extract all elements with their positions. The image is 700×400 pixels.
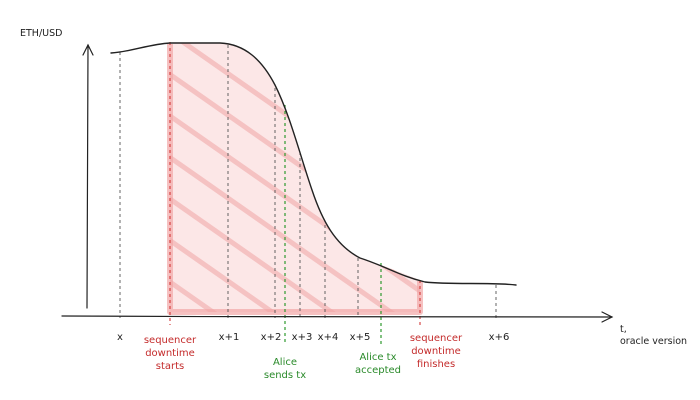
tick-label-x1: x+1 (219, 332, 240, 343)
tick-label-x2: x+2 (261, 332, 282, 343)
annotation-alice-sends: Alice sends tx (264, 357, 306, 381)
sequencer-start-line-1: sequencer (144, 335, 197, 346)
y-axis-arrow (82, 43, 94, 56)
alice-markers (284, 105, 382, 345)
tick-label-x4: x+4 (318, 332, 339, 343)
alice-accepted-line-2: accepted (355, 365, 401, 376)
sequencer-markers (169, 42, 421, 325)
annotation-alice-accepted: Alice tx accepted (355, 352, 401, 376)
sequencer-start-line-2: downtime (145, 348, 195, 359)
annotation-sequencer-start: sequencer downtime starts (144, 335, 197, 372)
tick-guides (119, 45, 497, 318)
y-axis-label: ETH/USD (20, 28, 62, 39)
x-axis-label-line-1: t, (620, 324, 627, 335)
alice-sends-line-1: Alice (273, 357, 297, 368)
y-axis (86, 44, 89, 309)
alice-accepted-line-1: Alice tx (359, 352, 396, 363)
x-axis-arrow (601, 311, 614, 323)
tick-label-x6: x+6 (489, 332, 510, 343)
sequencer-start-line-3: starts (156, 361, 185, 372)
annotation-sequencer-end: sequencer downtime finishes (410, 333, 463, 370)
price-curve (110, 42, 517, 286)
sequencer-end-line-2: downtime (411, 346, 461, 357)
x-axis (61, 315, 613, 318)
downtime-region (167, 43, 423, 315)
tick-label-x: x (117, 332, 123, 343)
tick-label-x5: x+5 (350, 332, 371, 343)
alice-sends-line-2: sends tx (264, 370, 306, 381)
axes (61, 43, 614, 323)
oracle-tick-labels: x x+1 x+2 x+3 x+4 x+5 x+6 (117, 332, 509, 343)
sequencer-end-line-3: finishes (417, 359, 455, 370)
x-axis-label-line-2: oracle version (620, 336, 687, 347)
tick-label-x3: x+3 (292, 332, 313, 343)
sequencer-end-line-1: sequencer (410, 333, 463, 344)
